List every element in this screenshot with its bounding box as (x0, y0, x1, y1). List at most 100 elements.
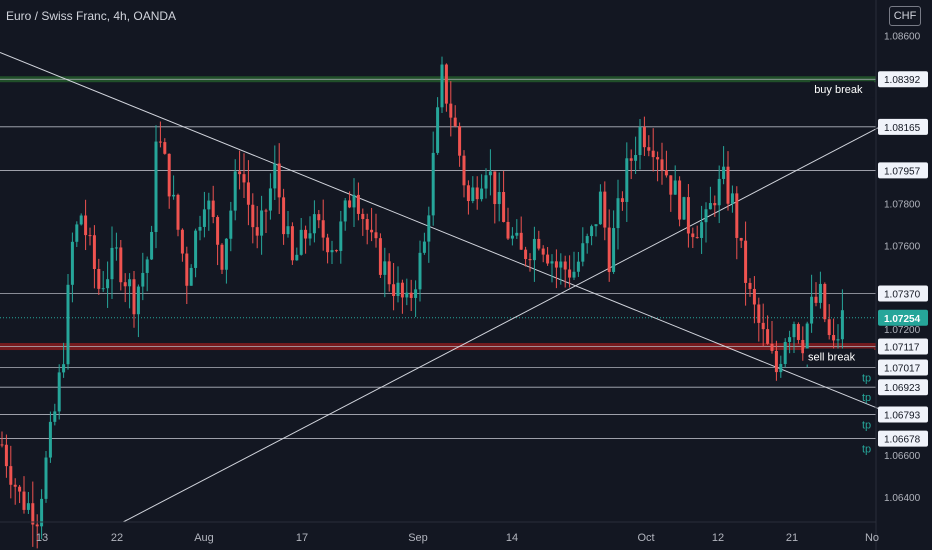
candle-body (414, 289, 418, 298)
sell-break-label: sell break (808, 352, 856, 364)
candle-body (348, 200, 352, 208)
level-price-badge (878, 162, 928, 179)
candle-body (823, 283, 827, 320)
candle-body (374, 232, 378, 239)
x-tick-label: Sep (408, 532, 428, 544)
candle-body (167, 153, 171, 197)
candle-body (418, 252, 422, 290)
annotation-bg (804, 348, 874, 365)
candle-body (70, 241, 74, 285)
candle-body (260, 210, 264, 236)
candle-body (620, 198, 624, 202)
buy-break-label: buy break (814, 84, 863, 96)
candle-body (559, 261, 563, 268)
candle-body (647, 147, 651, 151)
candle-body (158, 141, 162, 143)
candle-body (163, 142, 167, 154)
level-price-label: 1.07117 (884, 343, 920, 354)
candle-body (814, 296, 818, 303)
level-price-badge (878, 430, 928, 447)
candle-body (576, 261, 580, 272)
candle-body (176, 194, 180, 230)
candle-body (427, 215, 431, 242)
candle-body (554, 261, 558, 268)
candle-body (145, 259, 149, 273)
candle-body (405, 292, 409, 298)
annotation-bg (810, 81, 874, 98)
horizontal-levels (0, 76, 876, 439)
candle-body (779, 363, 783, 373)
candle-body (57, 372, 61, 412)
y-tick-label: 1.06600 (884, 451, 921, 462)
level-price-label: 1.06793 (884, 410, 921, 421)
candle-body (238, 171, 242, 175)
x-tick-label: Aug (194, 532, 214, 544)
level-price-badge (878, 285, 928, 302)
candle-body (207, 200, 211, 210)
candle-body (475, 187, 479, 200)
candle-body (801, 339, 805, 354)
candle-body (422, 241, 426, 253)
level-price-badge (878, 71, 928, 88)
candle-body (616, 198, 620, 229)
candle-body (9, 466, 13, 485)
candle-body (462, 155, 466, 186)
candle-body (585, 236, 589, 244)
y-tick-label: 1.06400 (884, 493, 921, 504)
candle-body (788, 337, 792, 342)
candle-body (458, 126, 462, 156)
candle-body (185, 253, 189, 286)
candle-body (519, 232, 523, 250)
candle-body (713, 203, 717, 206)
candle-body (752, 288, 756, 305)
candle-body (484, 175, 488, 189)
candle-body (282, 197, 286, 235)
candle-body (128, 279, 132, 287)
trendlines (0, 51, 881, 523)
candle-body (48, 421, 52, 458)
candle-body (4, 444, 8, 467)
candle-body (735, 193, 739, 238)
tp-label: tp (862, 419, 871, 431)
candle-body (317, 214, 321, 221)
candle-body (717, 178, 721, 206)
level-price-label: 1.06678 (884, 435, 921, 446)
x-tick-label: No (865, 532, 879, 544)
candle-body (541, 248, 545, 255)
last-price-label: 1.07254 (884, 314, 921, 325)
candle-body (651, 150, 655, 158)
candle-body (150, 231, 154, 260)
candle-body (656, 157, 660, 160)
level-price-label: 1.08392 (884, 75, 921, 86)
candle-body (79, 215, 83, 225)
candle-body (471, 187, 475, 202)
candle-body (370, 229, 374, 233)
candle-body (0, 444, 4, 446)
candle-body (396, 282, 400, 297)
tp-label: tp (862, 372, 871, 384)
candle-body (286, 226, 290, 235)
candle-body (334, 250, 338, 252)
candle-body (132, 279, 136, 315)
y-tick-label: 1.07200 (884, 325, 921, 336)
level-price-badge (878, 359, 928, 376)
candle-body (216, 217, 220, 245)
candle-body (761, 322, 765, 330)
y-tick-label: 1.07800 (884, 199, 921, 210)
candle-body (537, 238, 541, 249)
candle-body (810, 296, 814, 324)
level-price-label: 1.07957 (884, 166, 921, 177)
candle-body (119, 247, 123, 283)
currency-badge[interactable]: CHF (889, 6, 921, 26)
candle-body (339, 221, 343, 251)
candle-body (466, 185, 470, 202)
candle-body (506, 221, 510, 239)
candle-body (766, 329, 770, 344)
last-price-badge (878, 309, 928, 326)
candle-body (792, 324, 796, 338)
candle-body (321, 220, 325, 238)
candle-body (660, 159, 664, 171)
candle-body (708, 203, 712, 210)
level-price-badge (878, 406, 928, 423)
